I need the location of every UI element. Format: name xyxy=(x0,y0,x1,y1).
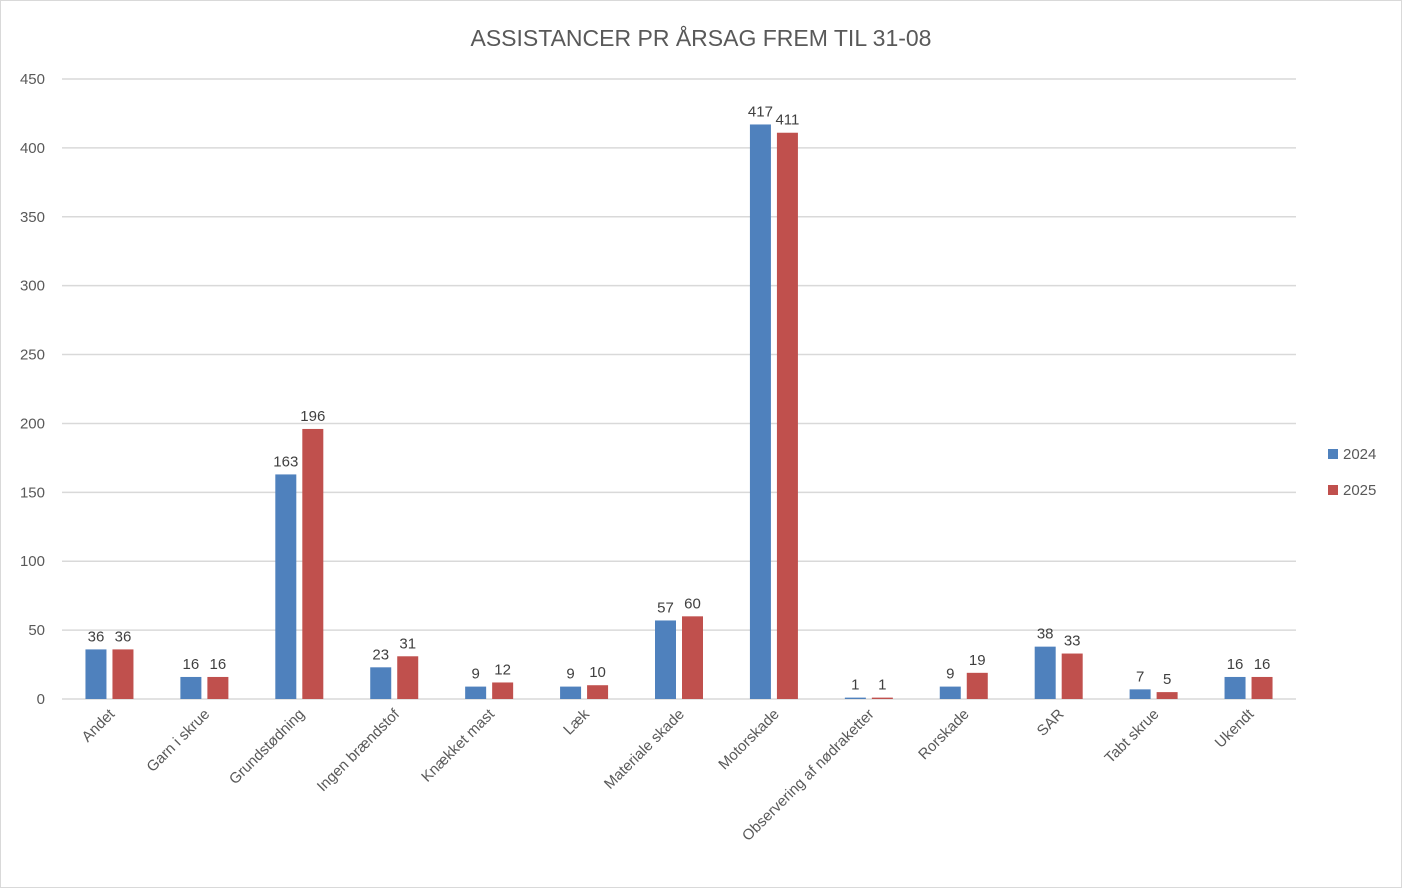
data-label: 9 xyxy=(566,666,574,683)
data-label: 16 xyxy=(183,656,200,673)
data-label: 16 xyxy=(210,656,227,673)
x-tick-label: Ingen brændstof xyxy=(314,705,404,795)
data-label: 36 xyxy=(115,628,132,645)
bar-2024 xyxy=(1224,676,1246,699)
x-tick-label: Knækket mast xyxy=(418,705,498,785)
bar-2025 xyxy=(682,616,703,699)
data-label: 1 xyxy=(851,677,859,694)
bar-2024 xyxy=(655,620,676,699)
data-label: 196 xyxy=(300,408,325,425)
data-label: 10 xyxy=(589,664,606,681)
bar-2025 xyxy=(587,685,609,699)
y-tick-label: 50 xyxy=(28,622,45,639)
data-label: 5 xyxy=(1163,671,1171,688)
bar-2024 xyxy=(370,667,392,699)
bar-2025 xyxy=(112,649,134,699)
y-tick-label: 300 xyxy=(20,278,45,295)
legend: 2024 2025 xyxy=(1328,446,1376,499)
y-tick-label: 150 xyxy=(20,484,45,501)
bar-2024 xyxy=(1129,689,1151,699)
data-label: 36 xyxy=(88,628,105,645)
x-axis: Andet Garn i skrue Grundstødning Ingen bræn… xyxy=(79,705,1258,844)
y-tick-label: 200 xyxy=(20,415,45,432)
y-tick-label: 100 xyxy=(20,553,45,570)
y-tick-label: 400 xyxy=(20,140,45,157)
bar-2024 xyxy=(749,124,771,699)
x-tick-label: Andet xyxy=(79,705,119,745)
y-tick-label: 250 xyxy=(20,347,45,364)
y-axis: 0 50 100 150 200 250 300 350 400 450 xyxy=(20,71,45,708)
bar-2024 xyxy=(465,686,487,699)
legend-label: 2025 xyxy=(1343,482,1376,499)
data-label: 417 xyxy=(748,103,773,120)
bar-2025 xyxy=(1061,653,1083,699)
x-tick-label: Materiale skade xyxy=(601,706,688,793)
data-label: 9 xyxy=(946,666,954,683)
data-label: 163 xyxy=(273,453,298,470)
x-tick-label: Motorskade xyxy=(715,706,782,773)
bar-2024 xyxy=(560,686,582,699)
x-tick-label: SAR xyxy=(1034,706,1068,740)
x-tick-label: Rorskade xyxy=(915,706,972,763)
legend-label: 2024 xyxy=(1343,446,1376,463)
bar-2025 xyxy=(397,656,419,699)
x-tick-label: Tabt skrue xyxy=(1101,706,1162,767)
bar-2025 xyxy=(302,428,324,699)
bar-2025 xyxy=(966,672,988,699)
x-tick-label: Grundstødning xyxy=(226,706,308,788)
x-tick-label: Ukendt xyxy=(1212,705,1258,751)
data-label: 16 xyxy=(1227,656,1244,673)
bar-2024 xyxy=(939,686,961,699)
data-label: 7 xyxy=(1136,668,1144,685)
bar-2025 xyxy=(492,682,514,699)
data-label: 60 xyxy=(684,595,701,612)
data-label: 57 xyxy=(657,599,674,616)
data-label: 23 xyxy=(372,646,389,663)
bar-2025 xyxy=(1251,676,1273,699)
bar-2024 xyxy=(180,676,202,699)
bar-2025 xyxy=(207,676,229,699)
data-label: 16 xyxy=(1254,656,1271,673)
data-label: 38 xyxy=(1037,626,1054,643)
data-label: 12 xyxy=(494,661,511,678)
bars xyxy=(85,124,1273,699)
x-tick-label: Garn i skrue xyxy=(143,706,213,776)
bar-2024 xyxy=(275,474,297,699)
bar-2024 xyxy=(844,697,866,699)
y-tick-label: 0 xyxy=(37,691,45,708)
data-label: 1 xyxy=(878,677,886,694)
data-label: 411 xyxy=(775,112,799,129)
y-tick-label: 450 xyxy=(20,71,45,88)
bar-2024 xyxy=(1034,646,1056,699)
data-label: 19 xyxy=(969,652,986,669)
data-label: 33 xyxy=(1064,633,1081,650)
chart-title: ASSISTANCER PR ÅRSAG FREM TIL 31-08 xyxy=(471,24,932,51)
legend-swatch-2025 xyxy=(1328,485,1338,495)
data-label: 9 xyxy=(471,666,479,683)
gridlines xyxy=(62,78,1296,700)
legend-swatch-2024 xyxy=(1328,449,1338,459)
bar-2025 xyxy=(1156,692,1178,699)
bar-2025 xyxy=(871,697,893,699)
data-label: 31 xyxy=(399,635,416,652)
y-tick-label: 350 xyxy=(20,209,45,226)
bar-2024 xyxy=(85,649,107,699)
bar-2025 xyxy=(776,132,798,699)
x-tick-label: Læk xyxy=(560,705,593,738)
